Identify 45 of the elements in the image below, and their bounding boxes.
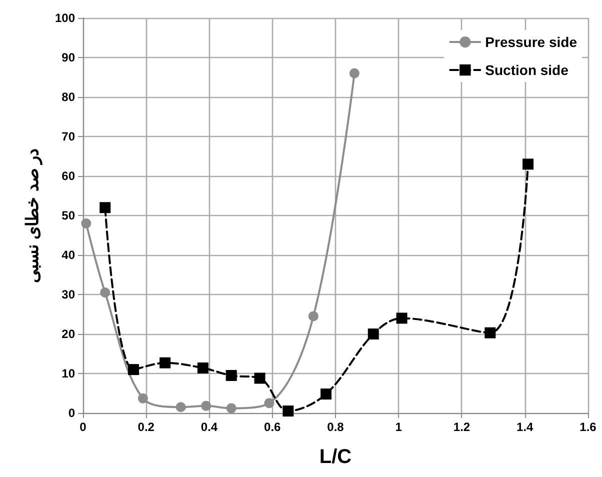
y-tick-label: 30 [62,288,76,302]
point [201,400,212,411]
y-axis-title: در صد خطای نسبی [23,148,43,284]
point [128,364,139,376]
x-axis-title: L/C [319,446,352,468]
point [349,68,360,78]
point [396,312,408,324]
point [264,398,274,408]
legend-label: Pressure side [485,34,578,50]
x-tick-label: 0.2 [138,420,155,434]
y-tick-label: 80 [62,90,76,104]
point [226,370,237,381]
y-tick-label: 0 [68,406,76,420]
x-tick-label: 1 [395,420,402,434]
point [254,372,266,384]
point [484,327,496,338]
point [176,402,186,412]
point [138,393,148,404]
y-tick-label: 10 [62,366,76,380]
x-tick-label: 0.4 [200,420,218,434]
point [282,406,294,417]
point [197,362,208,374]
y-tick-label: 60 [62,169,76,183]
x-tick-label: 1.2 [453,420,470,434]
legend-label: Suction side [485,62,569,78]
x-tick-label: 1.4 [516,420,534,434]
x-tick-label: 1.6 [580,420,597,434]
point [100,202,111,214]
y-tick-label: 50 [62,208,76,222]
point [368,328,379,340]
point [308,311,318,322]
y-tick-label: 20 [62,327,76,341]
y-tick-label: 90 [62,50,76,64]
x-tick-label: 0 [80,420,87,434]
y-tick-label: 70 [62,130,76,144]
point [226,403,236,414]
point [160,357,171,368]
x-tick-label: 0.8 [327,420,344,434]
point [320,388,332,400]
point [100,288,110,298]
point [522,158,534,170]
y-tick-label: 40 [62,248,76,262]
point [81,218,92,228]
y-tick-label: 100 [54,11,76,25]
x-tick-label: 0.6 [264,420,282,434]
